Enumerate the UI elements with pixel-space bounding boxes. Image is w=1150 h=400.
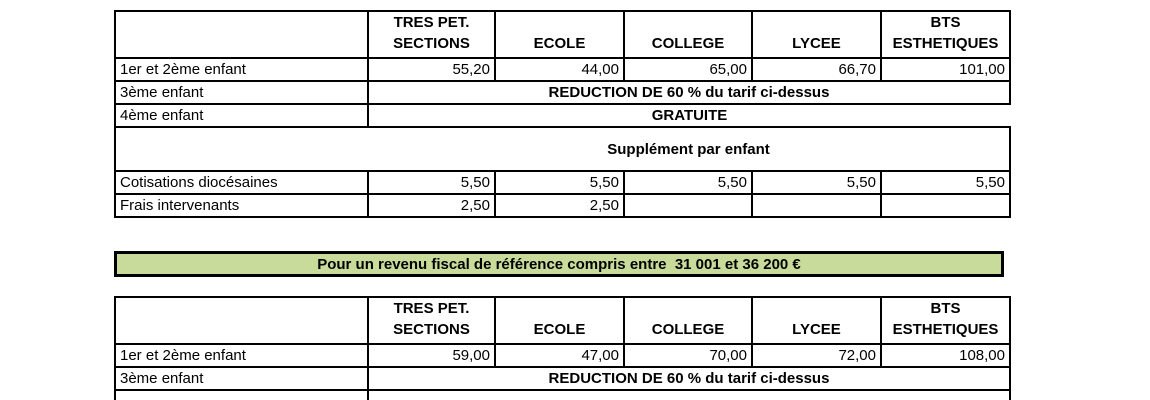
tariff-value: 47,00 (494, 343, 625, 368)
row-label: Frais intervenants (114, 193, 369, 218)
tariff-value (623, 193, 753, 218)
lower-tariff-table: TRES PET. SECTIONS ECOLE COLLEGE LYCEE B… (114, 296, 1011, 400)
reduction-note: REDUCTION DE 60 % du tarif ci-dessus (367, 366, 1011, 391)
lower-header-bts-esthetiques: BTS ESTHETIQUES (880, 296, 1011, 345)
header-line-2: SECTIONS (393, 35, 470, 52)
tariff-value: 5,50 (494, 170, 625, 195)
lower-header-college: COLLEGE (623, 296, 753, 345)
row-label: 1er et 2ème enfant (114, 343, 369, 368)
upper-header-lycee: LYCEE (751, 10, 882, 59)
gratuite-note: GRATUITE (367, 103, 1010, 128)
tariff-value: 5,50 (367, 170, 496, 195)
upper-row-frais: Frais intervenants 2,50 2,50 (114, 193, 1011, 218)
upper-header-college: COLLEGE (623, 10, 753, 59)
lower-header-lycee: LYCEE (751, 296, 882, 345)
row-label: 4ème enfant (114, 103, 369, 128)
upper-row-cotisations: Cotisations diocésaines 5,50 5,50 5,50 5… (114, 170, 1011, 195)
header-line-1: TRES PET. (393, 14, 470, 31)
tariff-value: 70,00 (623, 343, 753, 368)
header-line-2: ESTHETIQUES (892, 321, 999, 338)
tariff-value: 44,00 (494, 57, 625, 82)
tariff-value: 55,20 (367, 57, 496, 82)
tariff-value (880, 193, 1011, 218)
header-line-1: BTS (930, 300, 961, 317)
upper-row-children-1-2: 1er et 2ème enfant 55,20 44,00 65,00 66,… (114, 57, 1011, 82)
lower-header-empty-cell (114, 296, 369, 345)
lower-header-ecole: ECOLE (494, 296, 625, 345)
row-label-empty (114, 389, 369, 400)
row-label: 3ème enfant (114, 80, 369, 105)
row-label: Cotisations diocésaines (114, 170, 369, 195)
tariff-value: 108,00 (880, 343, 1011, 368)
upper-tariff-table: TRES PET. SECTIONS ECOLE COLLEGE LYCEE B… (114, 10, 1011, 218)
lower-row-child-3: 3ème enfant REDUCTION DE 60 % du tarif c… (114, 366, 1011, 391)
income-bracket-banner: Pour un revenu fiscal de référence compr… (114, 251, 1004, 277)
upper-header-ecole: ECOLE (494, 10, 625, 59)
upper-row-child-3: 3ème enfant REDUCTION DE 60 % du tarif c… (114, 80, 1011, 105)
upper-header-bts-esthetiques: BTS ESTHETIQUES (880, 10, 1011, 59)
lower-row-cut-off (114, 389, 1011, 400)
tariff-value: 2,50 (367, 193, 496, 218)
tariff-value: 65,00 (623, 57, 753, 82)
supplement-empty-cell (114, 126, 368, 172)
tariff-value: 101,00 (880, 57, 1011, 82)
tariff-value: 66,70 (751, 57, 882, 82)
row-label: 1er et 2ème enfant (114, 57, 369, 82)
lower-row-children-1-2: 1er et 2ème enfant 59,00 47,00 70,00 72,… (114, 343, 1011, 368)
tariff-value: 72,00 (751, 343, 882, 368)
tariff-value: 5,50 (751, 170, 882, 195)
tariff-value: 5,50 (880, 170, 1011, 195)
header-line-1: TRES PET. (393, 300, 470, 317)
upper-header-tres-pet-sections: TRES PET. SECTIONS (367, 10, 496, 59)
supplement-title: Supplément par enfant (368, 126, 1011, 172)
upper-row-child-4: 4ème enfant GRATUITE (114, 103, 1010, 128)
empty-cell (367, 389, 1011, 400)
tariff-value: 59,00 (367, 343, 496, 368)
header-line-1: BTS (930, 14, 961, 31)
upper-header-row: TRES PET. SECTIONS ECOLE COLLEGE LYCEE B… (114, 10, 1011, 59)
reduction-note: REDUCTION DE 60 % du tarif ci-dessus (367, 80, 1011, 105)
row-label: 3ème enfant (114, 366, 369, 391)
lower-header-tres-pet-sections: TRES PET. SECTIONS (367, 296, 496, 345)
supplement-title-row: Supplément par enfant (114, 126, 1011, 172)
tariff-value (751, 193, 882, 218)
upper-header-empty-cell (114, 10, 369, 59)
lower-header-row: TRES PET. SECTIONS ECOLE COLLEGE LYCEE B… (114, 296, 1011, 345)
tariff-value: 5,50 (623, 170, 753, 195)
header-line-2: SECTIONS (393, 321, 470, 338)
tariff-value: 2,50 (494, 193, 625, 218)
header-line-2: ESTHETIQUES (892, 35, 999, 52)
income-bracket-text: Pour un revenu fiscal de référence compr… (317, 255, 801, 273)
